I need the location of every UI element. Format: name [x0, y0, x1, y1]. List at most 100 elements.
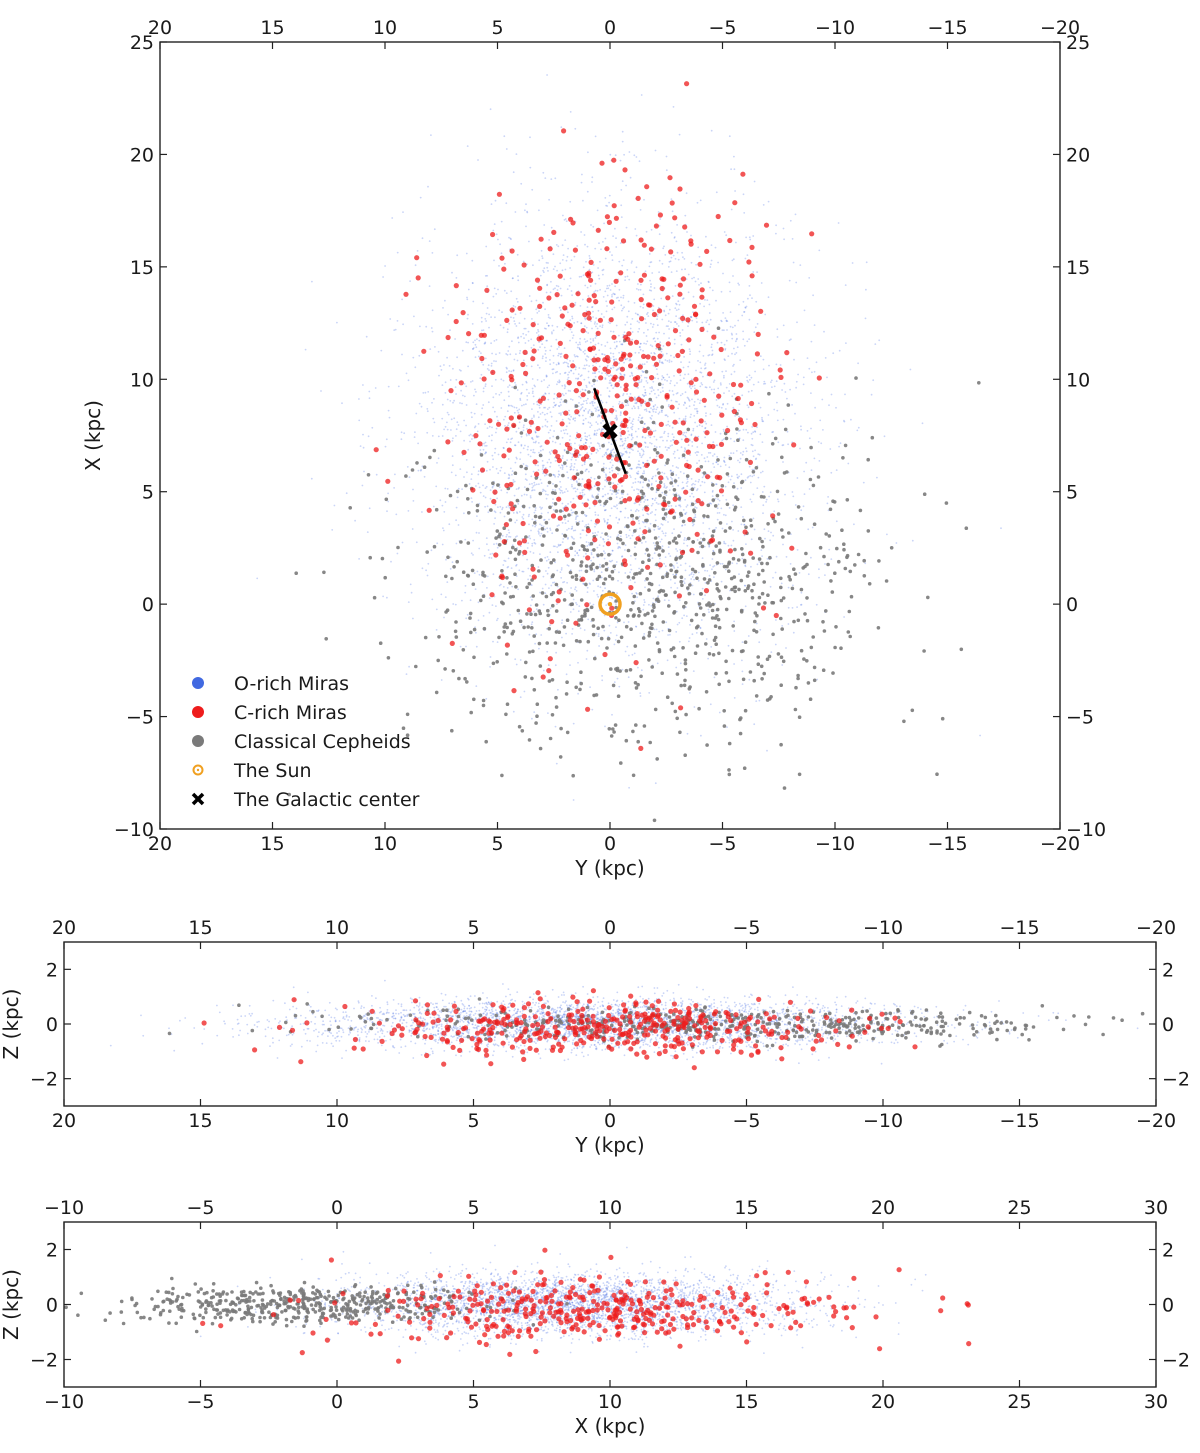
- data-point: [482, 387, 485, 390]
- data-point: [621, 264, 624, 267]
- data-point: [640, 379, 643, 381]
- data-point: [594, 289, 597, 292]
- data-point: [531, 378, 534, 380]
- data-point: [421, 567, 424, 570]
- data-point: [706, 456, 709, 458]
- data-point: [469, 710, 474, 715]
- data-point: [585, 260, 587, 263]
- data-point: [488, 435, 491, 438]
- data-point: [654, 508, 657, 511]
- data-point: [567, 362, 569, 365]
- data-point: [479, 449, 482, 451]
- data-point: [716, 458, 720, 462]
- data-point: [746, 340, 749, 343]
- data-point: [655, 396, 658, 399]
- data-point: [522, 463, 525, 465]
- data-point: [455, 277, 458, 279]
- data-point: [776, 409, 779, 412]
- data-point: [592, 310, 594, 313]
- data-point: [371, 426, 374, 429]
- data-point: [524, 327, 527, 330]
- data-point: [483, 342, 486, 345]
- data-point: [684, 447, 686, 449]
- data-point: [646, 459, 649, 462]
- data-point: [709, 266, 712, 268]
- data-point: [604, 257, 607, 260]
- data-point: [750, 588, 754, 593]
- data-point: [505, 506, 508, 508]
- data-point: [459, 430, 462, 433]
- data-point: [761, 568, 765, 573]
- data-point: [703, 545, 706, 548]
- data-point: [380, 556, 385, 561]
- data-point: [495, 339, 498, 341]
- data-point: [884, 579, 889, 583]
- data-point: [822, 429, 824, 431]
- data-point: [601, 675, 603, 677]
- data-point: [531, 387, 534, 390]
- data-point: [619, 372, 622, 375]
- data-point: [673, 321, 676, 323]
- data-point: [732, 504, 735, 507]
- data-point: [475, 531, 478, 534]
- data-point: [680, 343, 683, 346]
- data-point: [839, 442, 842, 445]
- data-point: [731, 333, 733, 336]
- data-point: [513, 471, 518, 476]
- data-point: [570, 535, 573, 538]
- data-point: [615, 324, 618, 327]
- data-point: [539, 534, 542, 537]
- data-point: [518, 322, 521, 324]
- data-point: [644, 389, 647, 391]
- data-point: [586, 468, 588, 471]
- data-point: [569, 390, 572, 392]
- data-point: [800, 509, 803, 512]
- data-point: [582, 423, 585, 425]
- data-point: [597, 475, 601, 480]
- data-point: [673, 237, 676, 239]
- data-point: [682, 256, 684, 259]
- data-point: [619, 428, 622, 430]
- data-point: [538, 406, 541, 409]
- data-point: [443, 511, 446, 513]
- data-point: [601, 581, 606, 586]
- data-point: [385, 438, 388, 441]
- data-point: [497, 506, 499, 509]
- data-point: [704, 594, 706, 597]
- data-point: [589, 602, 591, 605]
- data-point: [600, 422, 602, 424]
- data-point: [653, 445, 656, 448]
- data-point: [690, 434, 693, 437]
- data-point: [448, 523, 451, 526]
- data-point: [692, 524, 694, 527]
- data-point: [394, 328, 397, 331]
- data-point: [511, 340, 513, 343]
- data-point: [331, 529, 334, 531]
- data-point: [532, 264, 534, 267]
- data-point: [752, 431, 755, 434]
- data-point: [495, 605, 497, 607]
- data-point: [547, 558, 550, 561]
- data-point: [660, 538, 663, 541]
- data-point: [478, 486, 481, 489]
- data-point: [688, 574, 691, 577]
- data-point: [588, 582, 591, 585]
- data-point: [551, 332, 553, 335]
- data-point: [520, 443, 523, 446]
- data-point: [605, 474, 608, 477]
- data-point: [579, 627, 582, 630]
- data-point: [602, 419, 604, 422]
- data-point: [611, 254, 613, 257]
- data-point: [551, 368, 554, 371]
- data-point: [490, 362, 493, 365]
- data-point: [688, 565, 691, 568]
- data-point: [738, 303, 740, 306]
- data-point: [572, 334, 575, 337]
- data-point: [813, 324, 816, 326]
- data-point: [661, 524, 664, 526]
- data-point: [669, 382, 672, 385]
- data-point: [549, 349, 552, 352]
- data-point: [506, 533, 508, 536]
- data-point: [567, 247, 569, 250]
- data-point: [710, 129, 713, 132]
